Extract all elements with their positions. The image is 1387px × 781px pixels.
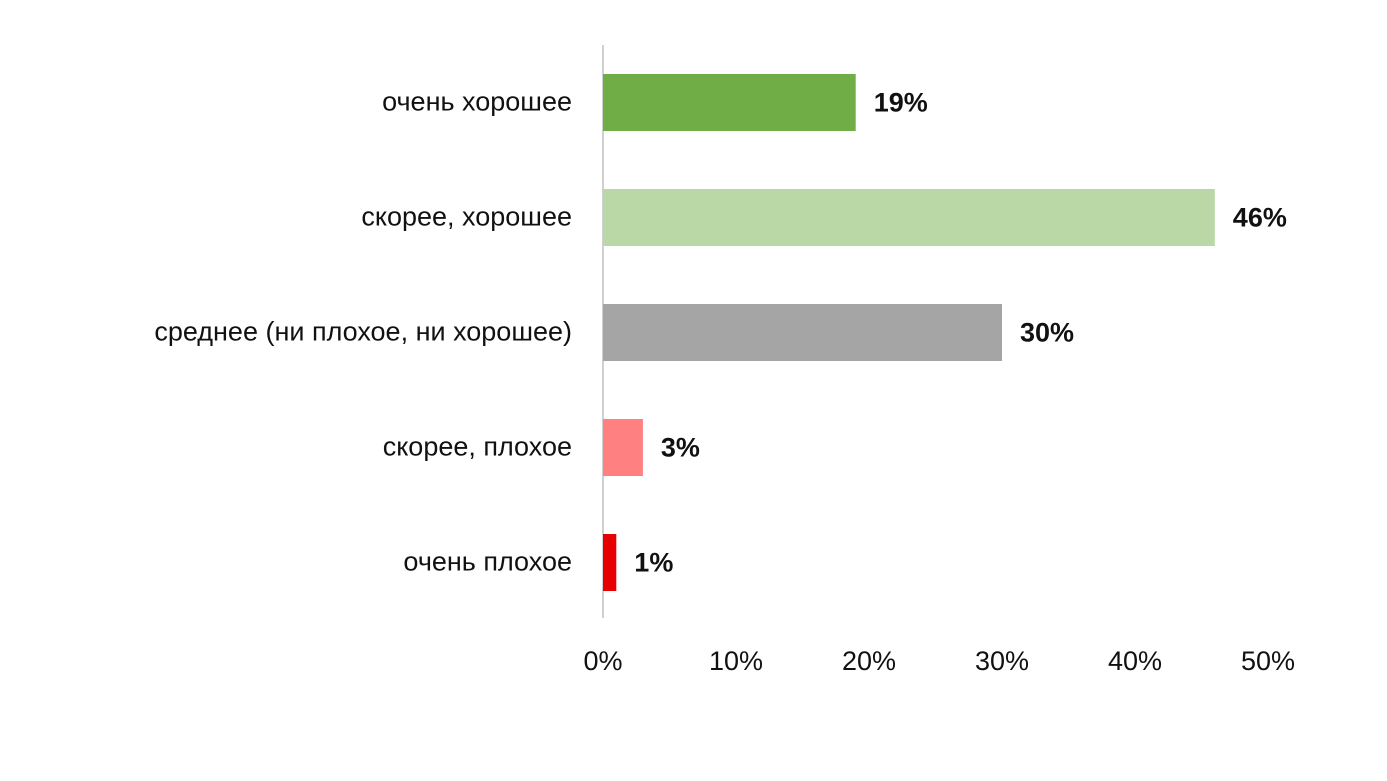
value-label: 3% [661,433,700,463]
value-label: 46% [1233,203,1287,233]
y-tick-label: среднее (ни плохое, ни хорошее) [154,317,572,347]
bar [603,419,643,476]
x-tick-label: 30% [975,646,1029,676]
value-label: 1% [634,548,673,578]
bar [603,189,1215,246]
x-tick-label: 40% [1108,646,1162,676]
bar [603,74,856,131]
x-tick-label: 20% [842,646,896,676]
y-tick-label: очень плохое [403,547,572,577]
y-tick-label: очень хорошее [382,87,572,117]
value-label: 30% [1020,318,1074,348]
y-tick-label: скорее, хорошее [361,202,572,232]
bar [603,304,1002,361]
x-tick-label: 10% [709,646,763,676]
x-tick-label: 50% [1241,646,1295,676]
value-label: 19% [874,88,928,118]
y-tick-label: скорее, плохое [383,432,572,462]
x-tick-label: 0% [583,646,622,676]
bar [603,534,617,591]
